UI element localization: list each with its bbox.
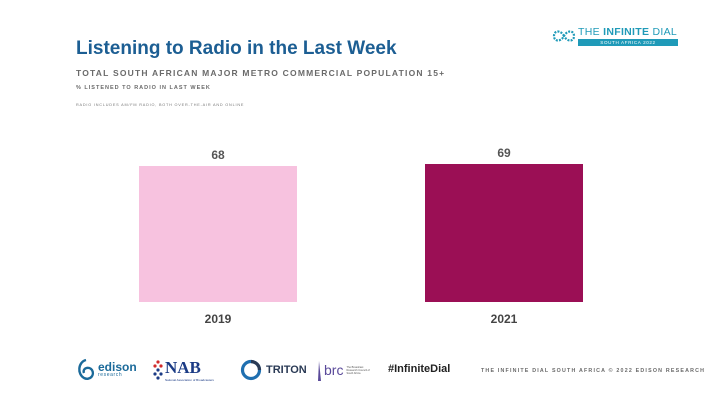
population-subtitle: TOTAL SOUTH AFRICAN MAJOR METRO COMMERCI… <box>76 68 446 78</box>
category-label-2021: 2021 <box>491 312 518 326</box>
infinity-icon <box>552 30 576 42</box>
triton-logo: TRITON <box>240 352 307 388</box>
category-label-2019: 2019 <box>205 312 232 326</box>
nab-logo: NAB National Association of Broadcasters <box>153 352 214 388</box>
brc-wordmark: brc <box>324 362 344 378</box>
triton-ring-icon <box>240 359 262 381</box>
nab-wordmark: NAB <box>165 358 201 377</box>
brand-edition-band: SOUTH AFRICA 2022 <box>578 39 678 46</box>
brc-subtitle: The Broadcast Research Council of South … <box>346 365 370 375</box>
edison-research-logo: edison research <box>76 352 137 388</box>
partner-logos: edison research NAB National Association… <box>76 352 476 388</box>
brc-spike-icon <box>318 361 321 381</box>
bar-2021 <box>425 164 583 302</box>
bar-2019 <box>139 166 297 302</box>
data-label-2019: 68 <box>211 148 225 162</box>
data-label-2021: 69 <box>497 146 511 160</box>
nab-subtitle: National Association of Broadcasters <box>165 378 214 382</box>
measure-note: % LISTENED TO RADIO IN LAST WEEK <box>76 85 211 91</box>
radio-footnote: RADIO INCLUDES AM/FM RADIO, BOTH OVER-TH… <box>76 103 245 107</box>
page-title: Listening to Radio in the Last Week <box>76 38 397 59</box>
edison-subtitle: research <box>98 372 123 378</box>
triton-wordmark: TRITON <box>266 364 307 376</box>
hashtag: #InfiniteDial <box>388 363 451 375</box>
nab-dots-icon <box>153 360 163 380</box>
copyright-notice: THE INFINITE DIAL SOUTH AFRICA © 2022 ED… <box>481 368 706 374</box>
edison-swirl-icon <box>78 358 95 380</box>
edison-wordmark: edison <box>98 360 137 374</box>
infinite-dial-logo: THE INFINITE DIAL SOUTH AFRICA 2022 <box>552 26 678 48</box>
brc-logo: brc The Broadcast Research Council of So… <box>316 352 372 388</box>
brand-name: THE INFINITE DIAL <box>578 26 678 38</box>
